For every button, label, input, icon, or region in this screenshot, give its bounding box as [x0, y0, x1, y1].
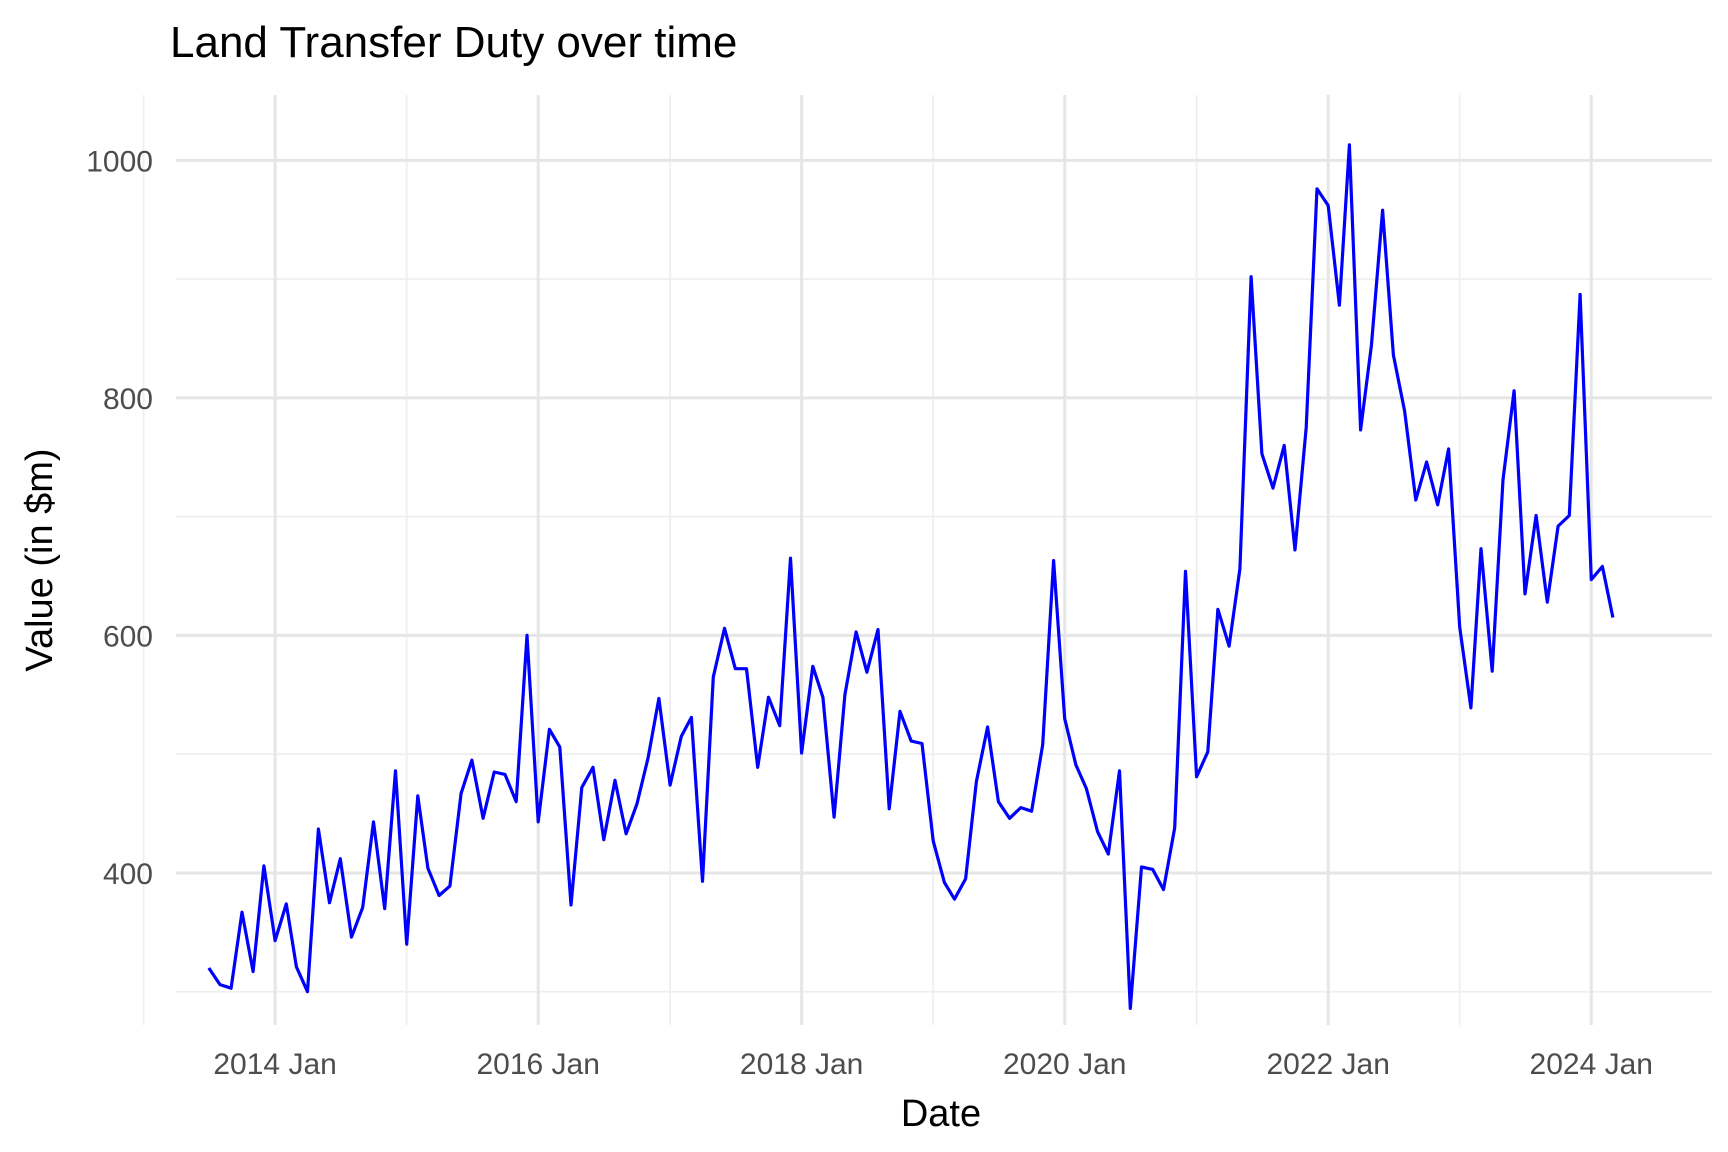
- series-line: [207, 143, 1615, 1011]
- x-tick-label: 2018 Jan: [740, 1048, 863, 1081]
- y-tick-label: 600: [103, 620, 153, 653]
- y-axis-tick-labels: 400 600 800 1000: [86, 145, 153, 891]
- x-tick-label: 2016 Jan: [476, 1048, 599, 1081]
- x-tick-label: 2022 Jan: [1266, 1048, 1389, 1081]
- grid: [142, 95, 1712, 1025]
- x-axis-tick-labels: 2014 Jan 2016 Jan 2018 Jan 2020 Jan 2022 Jan…: [213, 1048, 1653, 1081]
- series-layer: [207, 143, 1615, 1011]
- y-tick-label: 800: [103, 383, 153, 416]
- x-axis-title: Date: [901, 1093, 981, 1135]
- x-tick-label: 2020 Jan: [1003, 1048, 1126, 1081]
- chart-title: Land Transfer Duty over time: [170, 18, 737, 67]
- y-axis-title: Value (in $m): [19, 448, 61, 671]
- x-tick-label: 2014 Jan: [213, 1048, 336, 1081]
- x-tick-label: 2024 Jan: [1530, 1048, 1653, 1081]
- y-tick-label: 1000: [86, 145, 153, 178]
- y-tick-label: 400: [103, 858, 153, 891]
